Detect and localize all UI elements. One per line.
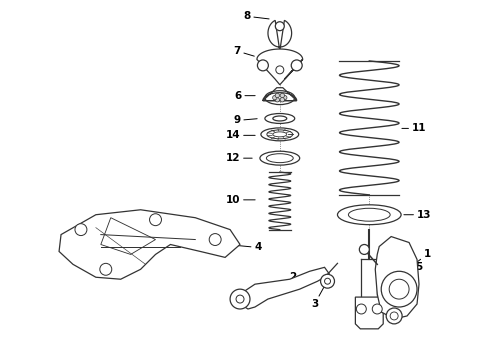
- Circle shape: [100, 264, 112, 275]
- Circle shape: [275, 98, 279, 102]
- Polygon shape: [101, 218, 155, 255]
- Text: 2: 2: [289, 272, 296, 282]
- Text: 10: 10: [226, 195, 255, 205]
- Circle shape: [276, 66, 284, 74]
- Text: 11: 11: [402, 123, 426, 134]
- Ellipse shape: [267, 154, 293, 163]
- Circle shape: [386, 308, 402, 324]
- Circle shape: [149, 214, 162, 226]
- Circle shape: [275, 93, 279, 98]
- Polygon shape: [263, 88, 297, 100]
- Polygon shape: [257, 49, 303, 85]
- Circle shape: [283, 95, 287, 100]
- Ellipse shape: [265, 113, 294, 123]
- Text: 5: 5: [395, 262, 423, 272]
- Text: 9: 9: [233, 116, 257, 126]
- Circle shape: [257, 60, 269, 71]
- Text: 13: 13: [404, 210, 431, 220]
- Text: 8: 8: [244, 11, 269, 21]
- Circle shape: [359, 244, 369, 255]
- Ellipse shape: [348, 208, 390, 221]
- Circle shape: [236, 295, 244, 303]
- Polygon shape: [375, 237, 419, 319]
- Circle shape: [291, 60, 302, 71]
- Text: 14: 14: [226, 130, 255, 140]
- Polygon shape: [59, 210, 240, 279]
- Circle shape: [320, 274, 335, 288]
- Circle shape: [390, 312, 398, 320]
- Polygon shape: [240, 267, 329, 309]
- Circle shape: [280, 98, 285, 102]
- Text: 6: 6: [234, 91, 255, 101]
- Text: 7: 7: [233, 46, 254, 56]
- Text: 4: 4: [198, 242, 262, 252]
- Text: 1: 1: [416, 249, 431, 263]
- Polygon shape: [355, 297, 383, 329]
- Circle shape: [275, 22, 284, 31]
- Ellipse shape: [273, 132, 287, 137]
- Circle shape: [372, 304, 382, 314]
- Text: 3: 3: [311, 287, 324, 309]
- Circle shape: [75, 224, 87, 235]
- Ellipse shape: [273, 116, 287, 121]
- Circle shape: [272, 95, 277, 100]
- Circle shape: [230, 289, 250, 309]
- Circle shape: [381, 271, 417, 307]
- Circle shape: [324, 278, 331, 284]
- Text: 12: 12: [226, 153, 252, 163]
- Circle shape: [389, 279, 409, 299]
- Polygon shape: [268, 21, 292, 51]
- Ellipse shape: [261, 128, 299, 141]
- Ellipse shape: [260, 151, 300, 165]
- Ellipse shape: [267, 130, 293, 139]
- Circle shape: [209, 234, 221, 246]
- Circle shape: [356, 304, 367, 314]
- Ellipse shape: [338, 205, 401, 225]
- Circle shape: [280, 93, 285, 98]
